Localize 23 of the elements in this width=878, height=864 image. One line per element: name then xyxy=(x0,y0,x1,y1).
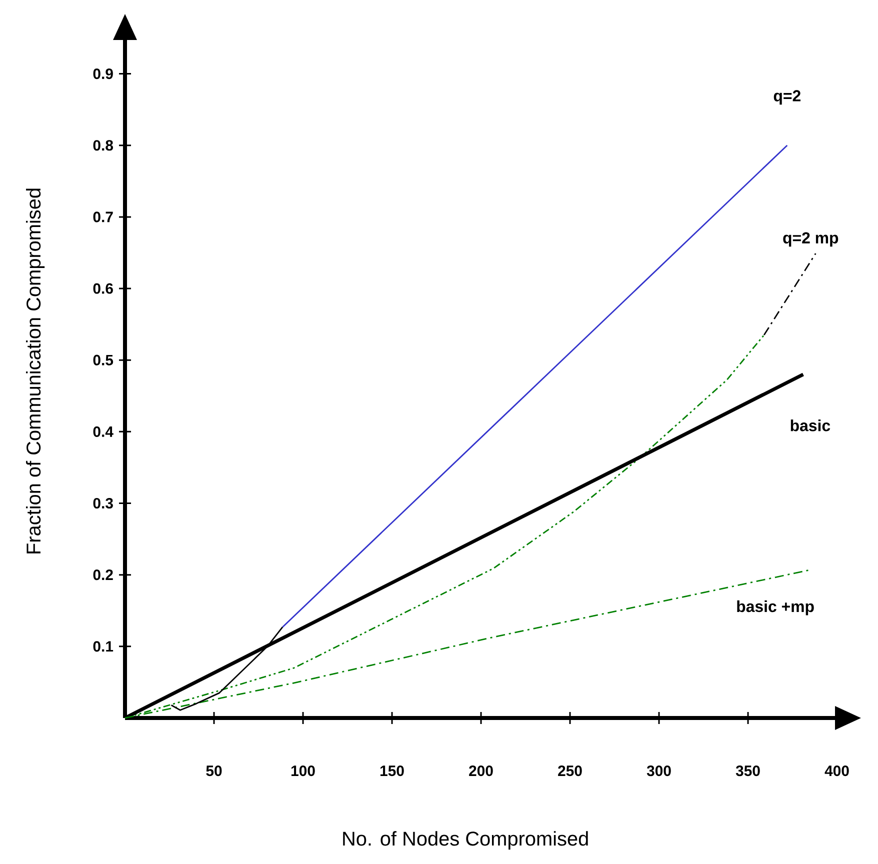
series-label: q=2 mp xyxy=(783,232,838,247)
y-tick-label: 0.3 xyxy=(93,498,113,509)
x-tick-label: 200 xyxy=(469,766,493,776)
y-tick-label: 0.6 xyxy=(93,283,113,294)
text: q=2 xyxy=(774,90,800,105)
x-tick-label: 250 xyxy=(558,766,582,776)
y-tick-label: 0.2 xyxy=(93,570,113,580)
y-tick-label: 0.7 xyxy=(93,212,113,222)
x-tick-label: 100 xyxy=(291,766,315,776)
y-axis-title: Fraction of Communication Compromised xyxy=(26,188,45,554)
x-axis-title: No. of Nodes Compromised xyxy=(343,831,588,850)
x-tick-label: 400 xyxy=(824,766,849,776)
y-tick-label: 0.4 xyxy=(93,426,114,437)
x-tick-label: 150 xyxy=(380,766,404,776)
x-tick-label: 350 xyxy=(736,766,760,776)
series-label: basic +mp xyxy=(737,600,814,616)
y-tick-label: 0.9 xyxy=(93,68,113,80)
x-tick-label: 50 xyxy=(206,766,222,776)
y-tick-label: 0.1 xyxy=(93,641,114,652)
x-tick-label: 300 xyxy=(646,766,671,776)
text: basic xyxy=(790,420,830,432)
y-tick-label: 0.8 xyxy=(93,140,114,151)
y-tick-label: 0.5 xyxy=(93,354,114,366)
